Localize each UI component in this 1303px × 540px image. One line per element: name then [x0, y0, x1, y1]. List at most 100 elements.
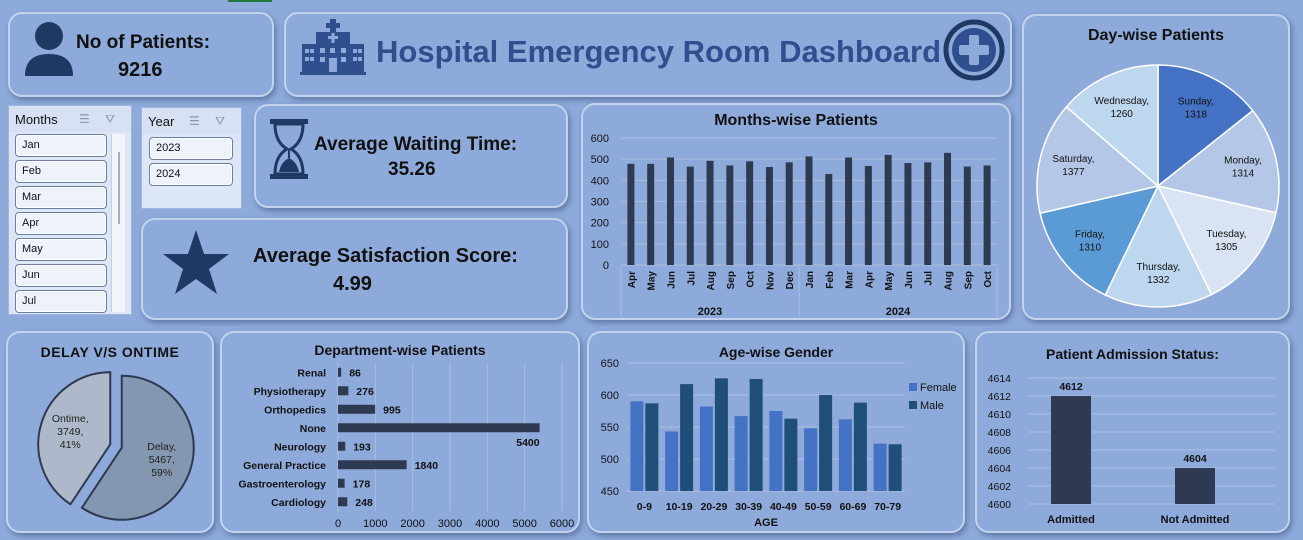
department-xtick: 5000 [512, 518, 536, 530]
months-bar [647, 163, 655, 265]
daywise-slice-label: Saturday, [1052, 154, 1094, 165]
department-bar [338, 386, 349, 396]
delay-slice-percent: 41% [60, 439, 81, 451]
agegender-legend-label: Female [920, 382, 957, 394]
months-bar [627, 163, 635, 265]
months-xtick: Sep [963, 271, 974, 289]
admission-ytick: 4612 [988, 391, 1012, 403]
daywise-chart: Sunday, 1318 Monday, 1314 Tuesday, 1305 Thursd… [1036, 64, 1280, 308]
star-icon [163, 230, 229, 294]
months-scrollbar-thumb[interactable] [118, 152, 120, 224]
department-category: Orthopedics [264, 404, 326, 416]
slicer-item-2023[interactable]: 2023 [149, 137, 233, 160]
daywise-chart-title: Day-wise Patients [1087, 27, 1225, 44]
multi-select-icon[interactable]: ☰ [79, 112, 90, 126]
daywise-slice [1156, 184, 1277, 296]
months-ytick: 400 [591, 175, 609, 187]
agegender-chart: 450 500 550 600 650 0-9 10-19 20-29 30-39 40-49 50… [601, 358, 957, 529]
agegender-ytick: 650 [601, 358, 619, 370]
slicer-item-feb[interactable]: Feb [15, 160, 107, 183]
department-category: Cardiology [271, 497, 326, 509]
admission-value: 4604 [1183, 453, 1207, 465]
months-xtick: Aug [944, 271, 955, 290]
department-chart: 0 1000 2000 3000 4000 5000 6000 Renal 86 Physioth… [238, 363, 574, 530]
multi-select-icon[interactable]: ☰ [189, 114, 200, 128]
waiting-time-title: Average Waiting Time: [314, 134, 518, 155]
months-ytick: 300 [591, 197, 609, 209]
months-xtick: Aug [706, 271, 717, 290]
agegender-ytick: 600 [601, 390, 619, 402]
agegender-bar [853, 402, 867, 491]
department-xtick: 1000 [363, 518, 387, 530]
agegender-xtick: 60-69 [839, 501, 866, 513]
daywise-chart-card: Day-wise Patients Sunday, 1318 Monday, 1314… [1022, 14, 1290, 320]
months-ytick: 500 [591, 154, 609, 166]
waiting-time-value: 35.26 [388, 159, 436, 180]
department-bar [338, 497, 348, 507]
daywise-slice [1156, 109, 1280, 214]
months-bar [845, 157, 853, 265]
months-xtick: Jul [686, 271, 697, 286]
months-bar [963, 166, 971, 265]
dashboard-title: Hospital Emergency Room Dashboard [376, 34, 942, 69]
delay-slice [80, 374, 195, 521]
agegender-bar [888, 444, 902, 491]
agegender-bar [714, 378, 728, 491]
patients-kpi-value: 9216 [118, 59, 163, 81]
months-chart-card: Months-wise Patients 0 100 200 300 400 500 600… [581, 103, 1011, 320]
agegender-bar [699, 406, 713, 491]
admission-bar [1051, 396, 1091, 504]
slicer-item-jun[interactable]: Jun [15, 264, 107, 287]
clear-filter-icon[interactable]: ⛛ [215, 114, 226, 128]
agegender-chart-title: Age-wise Gender [718, 344, 834, 360]
agegender-bar [838, 419, 852, 491]
agegender-bar [873, 443, 887, 491]
delay-chart-card: DELAY V/S ONTIME Delay, 5467, 59% Ontime, 37… [6, 331, 214, 533]
months-scrollbar[interactable] [111, 134, 125, 312]
department-category: None [300, 423, 326, 435]
agegender-ytick: 450 [601, 486, 619, 498]
patients-kpi-title: No of Patients: [76, 32, 211, 53]
slicer-item-jan[interactable]: Jan [15, 134, 107, 157]
daywise-slice-label: Monday, [1224, 156, 1262, 167]
months-bar [884, 154, 892, 265]
agegender-bar [680, 384, 694, 491]
agegender-bar [769, 411, 783, 491]
waiting-time-card: Average Waiting Time: 35.26 [254, 104, 568, 208]
months-bar [825, 173, 833, 265]
slicer-item-2024[interactable]: 2024 [149, 163, 233, 186]
slicer-item-jul[interactable]: Jul [15, 290, 107, 313]
months-bar [924, 162, 932, 265]
months-bar [686, 166, 694, 265]
agegender-xtick: 0-9 [637, 501, 652, 513]
department-chart-card: Department-wise Patients 0 1000 2000 3000 40… [220, 331, 580, 533]
department-value: 193 [353, 441, 371, 453]
year-slicer-label: Year [148, 113, 175, 129]
months-bar [904, 162, 912, 265]
department-xtick: 3000 [438, 518, 462, 530]
department-value: 5400 [516, 437, 540, 449]
department-value: 86 [349, 367, 361, 379]
department-category: Neurology [274, 441, 326, 453]
months-xtick: Apr [864, 271, 875, 288]
agegender-xtick: 40-49 [770, 501, 797, 513]
slicer-item-mar[interactable]: Mar [15, 186, 107, 209]
clear-filter-icon[interactable]: ⛛ [105, 112, 116, 126]
admission-bar [1175, 468, 1215, 504]
agegender-legend-label: Male [920, 400, 944, 412]
months-bar [805, 156, 813, 265]
delay-slice-value: 5467, [149, 454, 175, 466]
slicer-item-apr[interactable]: Apr [15, 212, 107, 235]
hourglass-icon [270, 119, 308, 179]
delay-slice-percent: 59% [151, 467, 172, 479]
slicer-item-may[interactable]: May [15, 238, 107, 261]
department-value: 995 [383, 404, 401, 416]
department-value: 1840 [415, 460, 439, 472]
months-xtick: Jun [904, 271, 915, 289]
agegender-legend-swatch [909, 383, 917, 391]
department-chart-title: Department-wise Patients [314, 342, 486, 358]
daywise-slice [1039, 184, 1160, 296]
department-xtick: 0 [335, 518, 341, 530]
header-card: Hospital Emergency Room Dashboard [284, 12, 1012, 97]
agegender-bar [819, 395, 833, 491]
